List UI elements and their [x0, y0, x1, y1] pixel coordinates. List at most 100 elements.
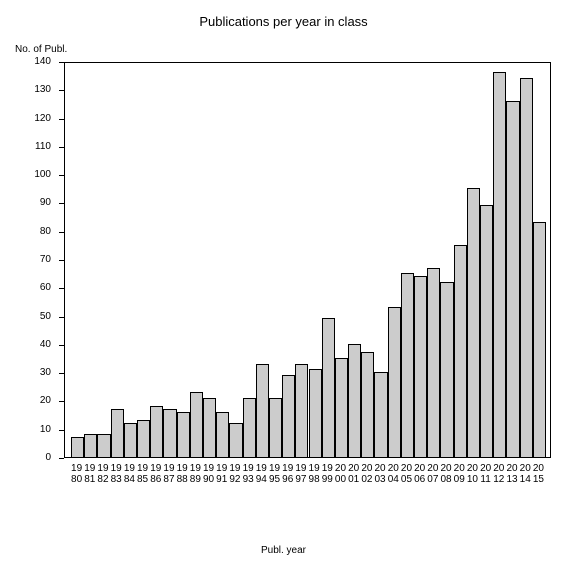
bar — [203, 398, 216, 457]
x-tick-label: 1991 — [215, 464, 228, 485]
x-tick-label: 1999 — [321, 464, 334, 485]
y-tick-mark — [59, 119, 64, 120]
y-tick-label: 70 — [21, 254, 51, 265]
y-tick-label: 30 — [21, 367, 51, 378]
x-tick-label: 1988 — [176, 464, 189, 485]
y-tick-mark — [59, 401, 64, 402]
x-tick-label: 1982 — [96, 464, 109, 485]
x-tick-label: 2009 — [453, 464, 466, 485]
x-tick-label: 2013 — [506, 464, 519, 485]
y-tick-label: 10 — [21, 424, 51, 435]
y-tick-label: 50 — [21, 311, 51, 322]
x-tick-label: 1989 — [189, 464, 202, 485]
y-tick-mark — [59, 458, 64, 459]
bar — [467, 188, 480, 457]
y-tick-mark — [59, 430, 64, 431]
x-tick-label: 1980 — [70, 464, 83, 485]
y-tick-label: 130 — [21, 84, 51, 95]
bar — [163, 409, 176, 457]
x-tick-label: 1983 — [110, 464, 123, 485]
y-tick-label: 60 — [21, 282, 51, 293]
bar — [177, 412, 190, 457]
bar — [295, 364, 308, 457]
bar — [229, 423, 242, 457]
bar — [256, 364, 269, 457]
x-tick-label: 2008 — [440, 464, 453, 485]
y-tick-label: 20 — [21, 395, 51, 406]
bar — [414, 276, 427, 457]
bar — [190, 392, 203, 457]
x-tick-label: 1997 — [294, 464, 307, 485]
bar — [97, 434, 110, 457]
y-tick-mark — [59, 203, 64, 204]
x-tick-label: 2014 — [519, 464, 532, 485]
bar — [282, 375, 295, 457]
bars-container — [65, 63, 550, 457]
x-tick-label: 1990 — [202, 464, 215, 485]
x-axis-title: Publ. year — [0, 545, 567, 556]
x-tick-label: 1987 — [162, 464, 175, 485]
x-tick-label: 2007 — [426, 464, 439, 485]
bar — [322, 318, 335, 457]
y-tick-label: 120 — [21, 113, 51, 124]
x-tick-label: 1996 — [281, 464, 294, 485]
bar — [374, 372, 387, 457]
x-tick-label: 2001 — [347, 464, 360, 485]
x-tick-label: 2000 — [334, 464, 347, 485]
bar — [401, 273, 414, 457]
y-tick-label: 0 — [21, 452, 51, 463]
x-tick-label: 1994 — [255, 464, 268, 485]
x-tick-label: 1981 — [83, 464, 96, 485]
bar — [243, 398, 256, 457]
bar — [520, 78, 533, 457]
x-tick-label: 1998 — [308, 464, 321, 485]
bar — [533, 222, 546, 457]
bar — [335, 358, 348, 457]
y-tick-mark — [59, 373, 64, 374]
y-tick-label: 40 — [21, 339, 51, 350]
x-tick-label: 1984 — [123, 464, 136, 485]
bar — [309, 369, 322, 457]
bar — [111, 409, 124, 457]
x-tick-label: 1995 — [268, 464, 281, 485]
x-tick-label: 2015 — [532, 464, 545, 485]
x-tick-label: 2012 — [492, 464, 505, 485]
y-tick-mark — [59, 62, 64, 63]
bar — [348, 344, 361, 457]
x-tick-label: 2003 — [374, 464, 387, 485]
y-tick-label: 100 — [21, 169, 51, 180]
y-tick-mark — [59, 260, 64, 261]
bar — [269, 398, 282, 457]
y-tick-mark — [59, 345, 64, 346]
bar — [388, 307, 401, 457]
x-tick-label: 1992 — [228, 464, 241, 485]
bar — [137, 420, 150, 457]
x-tick-label: 2002 — [360, 464, 373, 485]
x-tick-label: 1985 — [136, 464, 149, 485]
y-tick-label: 90 — [21, 197, 51, 208]
bar — [216, 412, 229, 457]
bar — [84, 434, 97, 457]
bar — [124, 423, 137, 457]
chart-title: Publications per year in class — [0, 14, 567, 29]
y-tick-label: 80 — [21, 226, 51, 237]
x-tick-label: 2010 — [466, 464, 479, 485]
bar — [493, 72, 506, 457]
y-tick-mark — [59, 175, 64, 176]
y-tick-mark — [59, 317, 64, 318]
x-tick-label: 2011 — [479, 464, 492, 485]
x-tick-label: 2004 — [387, 464, 400, 485]
bar — [150, 406, 163, 457]
bar — [506, 101, 519, 457]
y-tick-label: 140 — [21, 56, 51, 67]
x-tick-label: 1993 — [242, 464, 255, 485]
y-axis-title: No. of Publ. — [15, 44, 67, 55]
x-tick-label: 2005 — [400, 464, 413, 485]
bar — [361, 352, 374, 457]
bar — [427, 268, 440, 458]
y-tick-label: 110 — [21, 141, 51, 152]
x-tick-label: 2006 — [413, 464, 426, 485]
plot-area — [64, 62, 551, 458]
y-tick-mark — [59, 90, 64, 91]
y-tick-mark — [59, 232, 64, 233]
